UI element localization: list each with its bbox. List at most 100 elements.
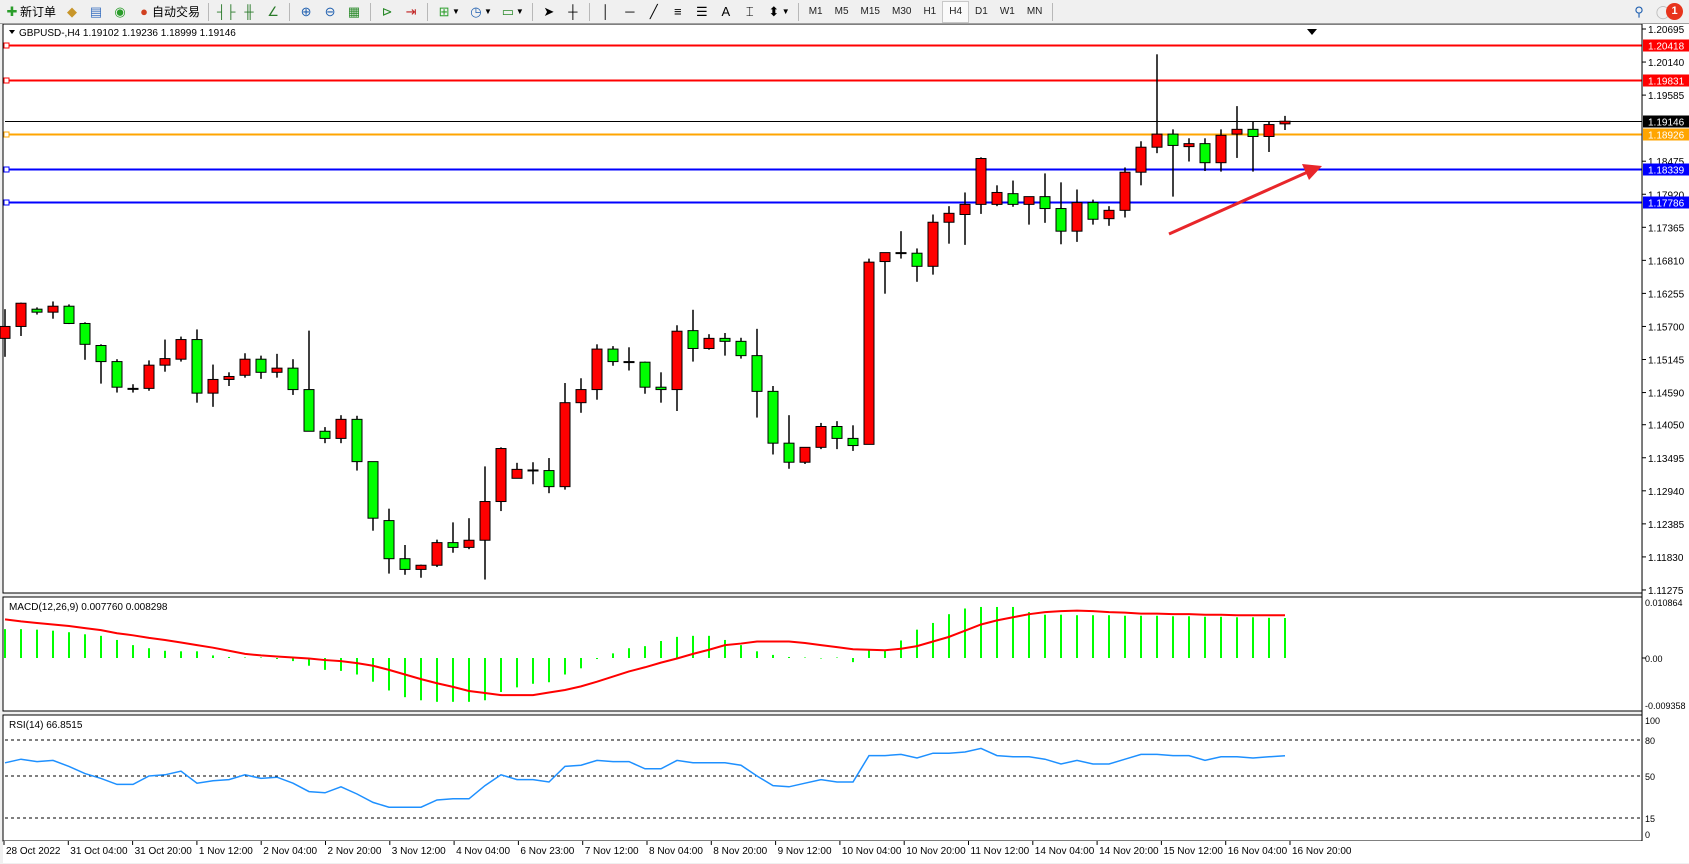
candle-body xyxy=(1199,143,1211,164)
fibo-fan-button[interactable]: ☰ xyxy=(690,2,714,22)
candle xyxy=(655,372,667,403)
vertical-line-button[interactable]: │ xyxy=(594,2,618,22)
candle-body xyxy=(95,345,107,363)
candle-body xyxy=(143,364,155,389)
candle xyxy=(623,347,635,371)
bar-chart-button[interactable]: ┤├ xyxy=(213,2,237,22)
time-axis-label: 9 Nov 12:00 xyxy=(778,846,832,857)
time-axis-label: 10 Nov 04:00 xyxy=(842,846,902,857)
timeframe-m15[interactable]: M15 xyxy=(860,5,880,17)
timeframe-mn[interactable]: MN xyxy=(1026,5,1043,17)
trend-arrow[interactable] xyxy=(1168,164,1322,236)
candle-body xyxy=(1039,196,1051,210)
macd-axis-label: 0.00 xyxy=(1645,654,1663,664)
tile-windows-button[interactable]: ▦ xyxy=(342,2,366,22)
text-button[interactable]: A xyxy=(714,2,738,22)
candle-body xyxy=(799,446,811,463)
price-line-label-bg xyxy=(1643,39,1689,52)
text-label-button[interactable]: ⌶ xyxy=(738,2,762,22)
chart-shift-button[interactable]: ⊳ xyxy=(375,2,399,22)
chart-shift-marker-icon[interactable] xyxy=(1307,29,1317,35)
trendline-button[interactable]: ╱ xyxy=(642,2,666,22)
cursor-button[interactable]: ➤ xyxy=(537,2,561,22)
timeframe-w1[interactable]: W1 xyxy=(999,5,1015,17)
candle-body xyxy=(767,390,779,444)
candle xyxy=(927,214,939,275)
candle xyxy=(127,384,139,393)
line-chart-button[interactable]: ∠ xyxy=(261,2,285,22)
time-axis-label: 14 Nov 20:00 xyxy=(1099,846,1159,857)
candle xyxy=(943,206,955,244)
crosshair-button[interactable]: ┼ xyxy=(561,2,585,22)
candle xyxy=(383,508,395,574)
timeframe-h4[interactable]: H4 xyxy=(942,0,970,23)
candle xyxy=(1279,115,1291,130)
line-anchor-handle[interactable] xyxy=(3,131,10,138)
candle-body xyxy=(911,252,923,267)
zoom-in-button[interactable]: ⊕ xyxy=(294,2,318,22)
candle-body xyxy=(943,212,955,223)
price-axis-label: 1.16255 xyxy=(1648,289,1685,300)
candle-body xyxy=(271,367,283,373)
candle-body xyxy=(751,355,763,392)
candle xyxy=(63,304,75,325)
timeframe-h1[interactable]: H1 xyxy=(923,5,937,17)
price-line-label-bg xyxy=(1643,128,1689,141)
periods-button[interactable]: ◷ ▼ xyxy=(464,2,496,22)
candlestick-button[interactable]: ╫ xyxy=(237,2,261,22)
indicators-button[interactable]: ⊞ ▼ xyxy=(432,2,464,22)
price-line-label: 1.17786 xyxy=(1648,199,1685,210)
signals-button[interactable]: ◉ xyxy=(108,2,132,22)
candle-body xyxy=(335,418,347,439)
price-axis-label: 1.12385 xyxy=(1648,520,1685,531)
price-line-label-bg xyxy=(1643,115,1689,128)
price-line-label: 1.19831 xyxy=(1648,77,1685,88)
candle-body xyxy=(1071,202,1083,232)
notifications-button[interactable]: ◯ 1 xyxy=(1651,2,1689,22)
line-anchor-handle[interactable] xyxy=(3,77,10,84)
price-axis[interactable] xyxy=(1643,24,1689,841)
horizontal-line-icon: ─ xyxy=(625,3,635,19)
candle-body xyxy=(1263,124,1275,137)
symbol-menu-icon[interactable] xyxy=(9,30,15,34)
separator xyxy=(370,2,372,21)
timeframe-m1[interactable]: M1 xyxy=(808,5,823,17)
candle-body xyxy=(1279,120,1291,125)
candle-body xyxy=(479,501,491,541)
chart-window[interactable]: 0.010864 0.00 -0.009358 100 80 50 15 0 1.20695… xyxy=(0,24,1689,864)
line-anchor-handle[interactable] xyxy=(3,42,10,49)
market-watch-button[interactable]: ◆ xyxy=(60,2,84,22)
line-anchor-handle[interactable] xyxy=(3,166,10,173)
timeframe-d1[interactable]: D1 xyxy=(975,5,988,17)
search-button[interactable]: ⚲ xyxy=(1627,2,1651,22)
timeframe-m30[interactable]: M30 xyxy=(891,5,912,17)
cursor-icon: ➤ xyxy=(543,3,555,19)
fibonacci-button[interactable]: ≡ xyxy=(666,2,690,22)
separator xyxy=(208,2,210,21)
separator xyxy=(588,2,590,21)
autoscroll-button[interactable]: ⇥ xyxy=(399,2,423,22)
line-anchor-handle[interactable] xyxy=(3,199,10,206)
time-axis-label: 31 Oct 20:00 xyxy=(135,846,193,857)
candle-body xyxy=(735,340,747,357)
macd-axis-label: -0.009358 xyxy=(1645,701,1686,711)
candle-body xyxy=(191,339,203,394)
price-axis-label: 1.19585 xyxy=(1648,91,1685,102)
auto-trading-label: 自动交易 xyxy=(152,5,201,19)
candle xyxy=(319,427,331,444)
candle xyxy=(191,329,203,403)
zoom-out-button[interactable]: ⊖ xyxy=(318,2,342,22)
timeframe-m5[interactable]: M5 xyxy=(834,5,849,17)
candle xyxy=(239,353,251,378)
new-order-button[interactable]: ✚ 新订单 xyxy=(0,2,60,22)
horizontal-line-button[interactable]: ─ xyxy=(618,2,642,22)
arrows-button[interactable]: ⬍ ▼ xyxy=(762,2,794,22)
data-window-button[interactable]: ▤ xyxy=(84,2,108,22)
periods-icon: ◷ xyxy=(470,3,482,19)
auto-trading-button[interactable]: ● 自动交易 xyxy=(132,2,204,22)
rsi-axis-label: 80 xyxy=(1645,736,1655,746)
candle-body xyxy=(127,387,139,390)
templates-button[interactable]: ▭ ▼ xyxy=(501,3,524,19)
candle xyxy=(1167,129,1179,197)
time-axis[interactable] xyxy=(3,841,1689,863)
